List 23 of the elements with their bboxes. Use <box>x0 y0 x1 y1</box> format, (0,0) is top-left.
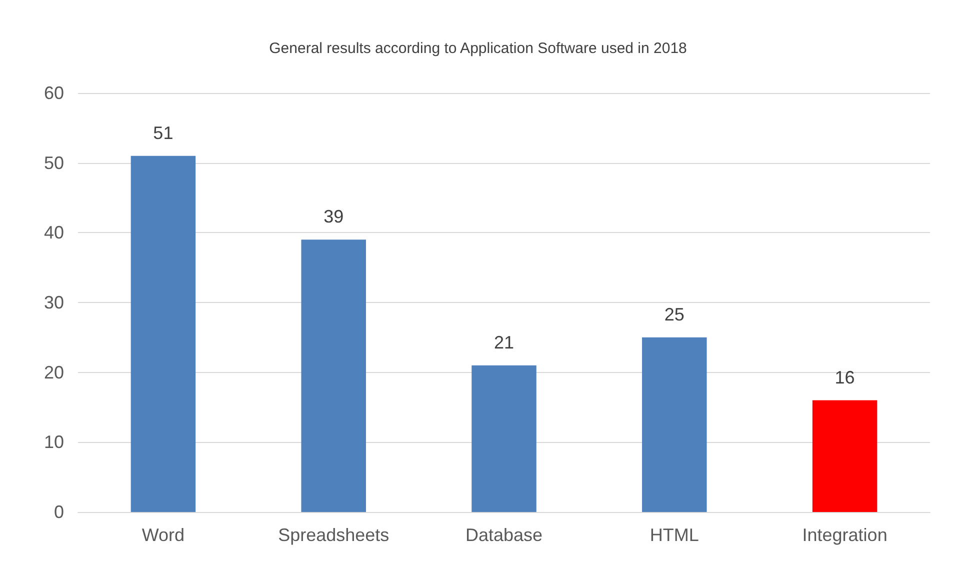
x-tick-label: Database <box>465 525 543 545</box>
data-label: 25 <box>664 304 684 324</box>
y-tick-label: 20 <box>44 362 64 382</box>
x-tick-label: Integration <box>802 525 888 545</box>
bar <box>130 156 196 512</box>
y-tick-label: 10 <box>44 432 64 452</box>
y-tick-label: 0 <box>54 502 64 522</box>
y-tick-label: 50 <box>44 152 64 173</box>
data-label: 21 <box>494 332 514 352</box>
chart-title: General results according to Application Software used in 2018 <box>269 40 687 57</box>
y-tick-label: 40 <box>44 222 64 243</box>
data-label: 16 <box>834 367 855 388</box>
bar <box>812 400 878 512</box>
data-label: 51 <box>153 122 174 143</box>
x-tick-label: Spreadsheets <box>278 525 390 545</box>
y-tick-label: 60 <box>44 83 64 103</box>
bar <box>301 240 366 512</box>
bar <box>642 337 707 512</box>
data-label: 39 <box>324 206 344 227</box>
x-tick-label: HTML <box>650 525 699 545</box>
y-tick-label: 30 <box>44 292 64 312</box>
x-tick-label: Word <box>142 525 185 545</box>
bar <box>472 365 536 512</box>
